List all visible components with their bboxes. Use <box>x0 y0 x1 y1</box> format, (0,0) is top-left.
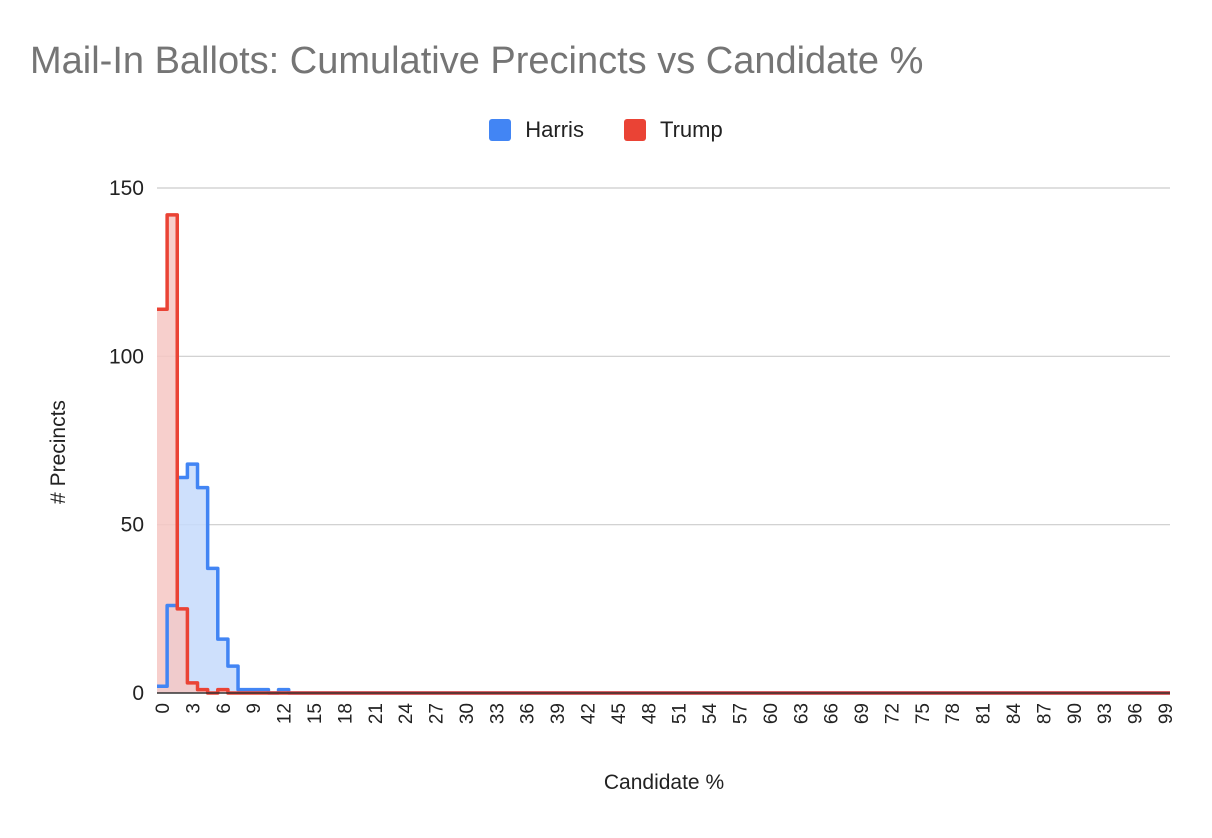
y-tick-labels: 0 50 100 150 <box>109 177 144 705</box>
x-tick-label: 69 <box>852 703 873 724</box>
x-tick-label: 84 <box>1004 703 1025 725</box>
x-tick-label: 30 <box>457 703 478 724</box>
x-tick-label: 93 <box>1095 703 1116 724</box>
x-tick-label: 27 <box>427 703 448 724</box>
x-tick-label: 60 <box>761 703 782 724</box>
x-tick-label: 48 <box>639 703 660 724</box>
x-tick-label: 78 <box>943 703 964 724</box>
legend-label-trump: Trump <box>659 117 723 142</box>
series-area-trump <box>157 214 1170 693</box>
y-tick-label: 50 <box>121 514 144 537</box>
x-tick-label: 45 <box>609 703 630 724</box>
x-tick-label: 18 <box>335 703 356 724</box>
x-tick-label: 24 <box>396 703 417 725</box>
legend-label-harris: Harris <box>525 117 584 142</box>
x-tick-label: 54 <box>700 703 721 725</box>
x-tick-label: 57 <box>730 703 751 724</box>
gridlines <box>157 187 1170 526</box>
chart-legend: Harris Trump <box>0 117 1212 143</box>
chart-title: Mail-In Ballots: Cumulative Precincts vs… <box>30 40 924 82</box>
x-tick-label: 15 <box>305 703 326 724</box>
series-line-trump[interactable] <box>157 213 1170 695</box>
x-tick-label: 36 <box>518 703 539 724</box>
x-tick-label: 0 <box>153 703 174 714</box>
legend-item-harris[interactable]: Harris <box>489 117 584 143</box>
legend-swatch-harris <box>489 119 512 141</box>
x-tick-label: 21 <box>366 703 387 724</box>
y-axis-title: # Precincts <box>47 400 70 504</box>
y-tick-label: 0 <box>132 682 144 705</box>
series-line-harris[interactable] <box>157 462 1170 695</box>
x-tick-label: 6 <box>214 703 235 714</box>
series-areas <box>157 214 1170 693</box>
x-tick-label: 63 <box>791 703 812 724</box>
x-tick-label: 90 <box>1065 703 1086 724</box>
x-tick-label: 51 <box>670 703 691 724</box>
x-tick-label: 3 <box>183 703 204 714</box>
legend-item-trump[interactable]: Trump <box>623 117 723 143</box>
x-tick-label: 81 <box>974 703 995 724</box>
x-tick-label: 66 <box>822 703 843 724</box>
x-tick-label: 9 <box>244 703 265 714</box>
y-tick-label: 150 <box>109 177 144 200</box>
legend-swatch-trump <box>623 119 646 141</box>
x-axis-title: Candidate % <box>604 771 724 794</box>
series-lines <box>157 213 1170 695</box>
x-tick-label: 12 <box>275 703 296 724</box>
series-area-harris <box>157 464 1170 693</box>
x-tick-labels: 0 3 6 9 12 15 18 21 24 27 30 33 36 39 42 45 48 51 54 57 60 63… <box>153 703 1177 725</box>
y-tick-label: 100 <box>109 345 144 368</box>
x-tick-label: 99 <box>1156 703 1177 724</box>
x-tick-label: 39 <box>548 703 569 724</box>
x-tick-label: 87 <box>1034 703 1055 724</box>
x-tick-label: 72 <box>882 703 903 724</box>
x-tick-label: 75 <box>913 703 934 724</box>
x-tick-label: 96 <box>1126 703 1147 724</box>
x-tick-label: 33 <box>487 703 508 724</box>
x-tick-label: 42 <box>579 703 600 724</box>
